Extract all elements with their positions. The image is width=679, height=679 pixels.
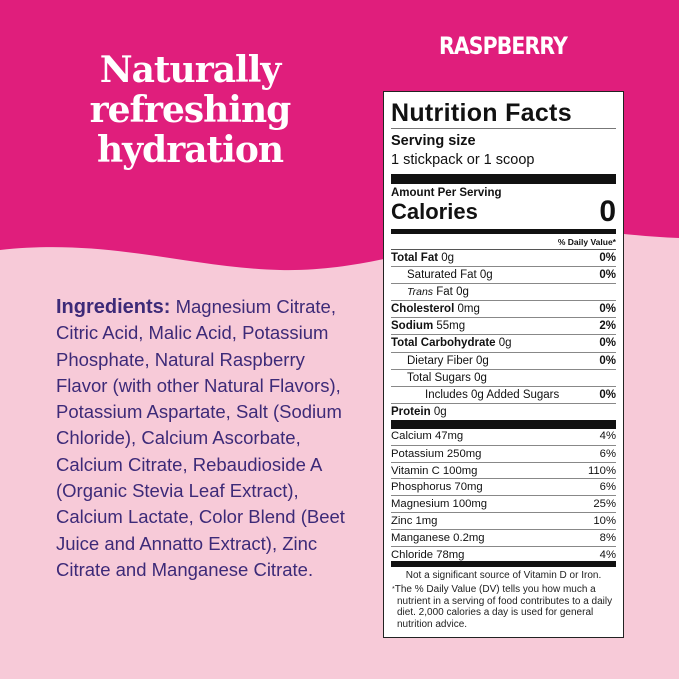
nutrient-row: Dietary Fiber 0g 0% <box>391 351 616 369</box>
nutrient-name: Total Fat 0g <box>391 250 454 266</box>
vitamin-name: Phosphorus 70mg <box>391 481 483 494</box>
nutrient-name: Total Carbohydrate 0g <box>391 335 512 351</box>
nutrient-label: Trans <box>407 286 434 299</box>
vitamin-row: Zinc 1mg 10% <box>391 511 616 529</box>
nutrient-amount: 0mg <box>457 303 480 316</box>
nutrient-amount: 0g <box>479 269 493 282</box>
nutrient-row: Total Fat 0g 0% <box>391 249 616 266</box>
nutrient-label: Dietary Fiber <box>407 354 473 367</box>
nutrient-row: Trans Fat 0g <box>391 283 616 300</box>
calories-row: Calories 0 <box>391 195 616 228</box>
nutrient-name: Total Sugars 0g <box>391 370 487 386</box>
footnote-dv: *The % Daily Value (DV) tells you how mu… <box>392 583 613 630</box>
ingredients-heading: Ingredients: <box>56 296 171 318</box>
nutrient-name: Dietary Fiber 0g <box>391 353 489 369</box>
vitamin-name: Manganese 0.2mg <box>391 531 485 544</box>
vitamin-daily-value: 6% <box>599 481 616 494</box>
nutrient-suffix: Fat 0g <box>436 286 469 299</box>
nutrient-label: Saturated Fat <box>407 269 477 282</box>
nutrient-label: Protein <box>391 405 431 418</box>
daily-value-header: % Daily Value* <box>557 237 616 247</box>
nutrient-label: Total Carbohydrate <box>391 337 496 350</box>
nutrition-facts-label: Nutrition Facts Serving size 1 stickpack… <box>383 91 624 638</box>
vitamin-daily-value: 10% <box>593 514 616 527</box>
nutrient-label: Cholesterol <box>391 303 455 316</box>
nutrient-daily-value: 0% <box>599 269 616 282</box>
calories-value: 0 <box>599 195 616 228</box>
nutrient-amount: 0g <box>433 405 447 418</box>
nutrient-amount: 0g <box>441 252 455 264</box>
nutrient-label: Total Sugars <box>407 371 471 384</box>
vitamin-daily-value: 4% <box>599 429 616 442</box>
vitamin-daily-value: 4% <box>599 548 616 561</box>
nutrient-amount: 0g <box>474 371 487 384</box>
headline: Naturally refreshing hydration <box>40 50 340 170</box>
serving-size: 1 stickpack or 1 scoop <box>391 152 535 168</box>
nutrient-daily-value: 0% <box>599 252 616 264</box>
vitamin-row: Calcium 47mg 4% <box>391 428 616 445</box>
vitamin-list: Calcium 47mg 4% Potassium 250mg 6% Vitamin C… <box>391 428 616 562</box>
ingredients: Ingredients: Magnesium Citrate, Citric A… <box>56 294 356 583</box>
nutrient-row: Total Carbohydrate 0g 0% <box>391 334 616 351</box>
nutrient-name: Protein 0g <box>391 404 447 420</box>
nutrient-name: Saturated Fat 0g <box>391 267 493 283</box>
vitamin-row: Magnesium 100mg 25% <box>391 495 616 512</box>
nutrient-name: Cholesterol 0mg <box>391 301 480 317</box>
serving-size-label: Serving size <box>391 133 476 149</box>
headline-line: refreshing <box>89 89 292 131</box>
vitamin-daily-value: 25% <box>593 498 616 511</box>
vitamin-row: Vitamin C 100mg 110% <box>391 461 616 479</box>
vitamin-name: Zinc 1mg <box>391 514 438 527</box>
nutrient-row: Cholesterol 0mg 0% <box>391 300 616 317</box>
nutrient-label: Total Fat <box>391 252 439 264</box>
vitamin-row: Manganese 0.2mg 8% <box>391 528 616 546</box>
ingredients-text: Magnesium Citrate, Citric Acid, Malic Ac… <box>56 296 345 580</box>
nutrient-daily-value: 2% <box>599 320 616 333</box>
nutrient-row: Protein 0g <box>391 402 616 420</box>
footnote-dv-text: The % Daily Value (DV) tells you how muc… <box>394 583 613 630</box>
vitamin-name: Calcium 47mg <box>391 429 464 442</box>
headline-line: Naturally <box>99 49 282 91</box>
nutrient-daily-value: 0% <box>599 337 616 350</box>
vitamin-name: Potassium 250mg <box>391 447 482 460</box>
nutrient-label: Sodium <box>391 320 434 333</box>
nutrient-amount: 0g <box>476 354 489 367</box>
nutrient-row: Includes 0g Added Sugars 0% <box>391 385 616 403</box>
vitamin-daily-value: 6% <box>599 447 616 460</box>
vitamin-row: Chloride 78mg 4% <box>391 545 616 563</box>
nutrient-name: Sodium 55mg <box>391 318 465 334</box>
nutrient-daily-value: 0% <box>599 354 616 367</box>
vitamin-daily-value: 8% <box>599 531 616 544</box>
nutrient-label: Includes 0g Added Sugars <box>425 388 560 401</box>
vitamin-name: Magnesium 100mg <box>391 498 488 511</box>
vitamin-row: Phosphorus 70mg 6% <box>391 478 616 495</box>
headline-line: hydration <box>96 129 284 171</box>
vitamin-daily-value: 110% <box>587 464 616 477</box>
nutrition-facts-title: Nutrition Facts <box>391 99 572 127</box>
nutrient-daily-value: 0% <box>599 388 616 401</box>
nutrient-name: Includes 0g Added Sugars <box>391 387 559 403</box>
nutrient-row: Sodium 55mg 2% <box>391 317 616 334</box>
amount-per-serving: Amount Per Serving <box>391 187 502 199</box>
vitamin-name: Chloride 78mg <box>391 548 465 561</box>
vitamin-row: Potassium 250mg 6% <box>391 444 616 462</box>
nutrient-name: Trans Fat 0g <box>391 284 469 300</box>
footnote-vitamin-d: Not a significant source of Vitamin D or… <box>405 570 602 582</box>
nutrient-amount: 55mg <box>436 320 466 333</box>
nutrient-list: Total Fat 0g 0% Saturated Fat 0g 0% Trans Fa… <box>391 249 616 420</box>
nutrient-row: Total Sugars 0g <box>391 368 616 386</box>
flavor-name: RASPBERRY <box>438 32 568 60</box>
nutrient-amount: 0g <box>498 337 512 350</box>
calories-label: Calories <box>391 199 478 224</box>
nutrient-row: Saturated Fat 0g 0% <box>391 266 616 283</box>
nutrient-daily-value: 0% <box>599 303 616 316</box>
vitamin-name: Vitamin C 100mg <box>391 464 478 477</box>
